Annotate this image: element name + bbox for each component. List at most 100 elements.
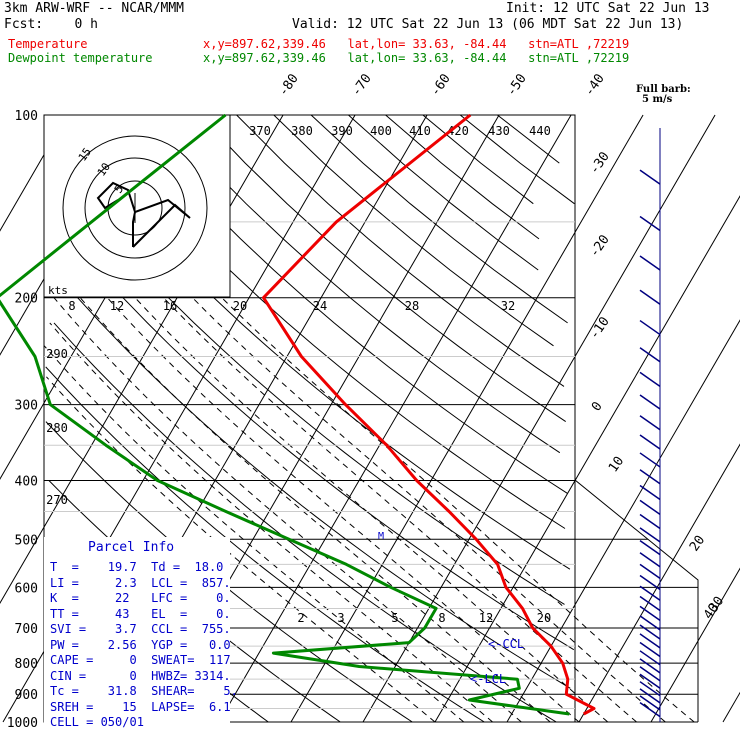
- dry-adiabat: [198, 114, 566, 423]
- theta-label: 440: [529, 124, 551, 138]
- parcel-info-row: CIN = 0 HWBZ= 3314.: [50, 668, 231, 683]
- wind-barb: [639, 650, 661, 666]
- theta-label: 430: [488, 124, 510, 138]
- theta-label: 290: [46, 347, 68, 361]
- temperature-profile: [262, 113, 596, 716]
- wind-barb: [639, 289, 661, 305]
- wind-barb: [639, 681, 661, 697]
- pressure-tick-label: 100: [15, 109, 38, 124]
- parcel-info-row: SVI = 3.7 CCL = 755.: [50, 622, 231, 636]
- parcel-info-title: Parcel Info: [88, 540, 175, 555]
- dry-adiabat: [459, 114, 575, 205]
- moist-adiabat: [221, 297, 695, 723]
- moist-adiabat: [192, 297, 666, 723]
- wind-barb: [639, 319, 661, 336]
- pressure-tick-label: 1000: [7, 716, 38, 731]
- dry-adiabat: [45, 366, 485, 723]
- theta-label: 270: [46, 493, 68, 507]
- wind-barb: [639, 452, 661, 468]
- moist-adiabat: [46, 376, 436, 723]
- isotherm-line: [650, 567, 740, 723]
- hodograph-ring-label: 15: [76, 145, 94, 163]
- lcl-marker: <-LCL: [470, 672, 507, 686]
- wind-barb: [639, 215, 661, 232]
- moist-adiabat: [106, 297, 580, 723]
- wind-barb: [639, 347, 661, 363]
- wind-barb: [639, 695, 661, 711]
- pressure-tick-label: 800: [15, 657, 38, 672]
- wind-barb: [639, 394, 661, 410]
- parcel-info-row: CELL = 050/01: [50, 715, 144, 729]
- wind-barb: [639, 552, 661, 568]
- isotherm-label: -40: [582, 71, 608, 99]
- theta-label: 280: [46, 421, 68, 435]
- wind-barb: [639, 688, 661, 704]
- wind-barb: [639, 563, 661, 580]
- dry-adiabat: [385, 114, 540, 240]
- isotherm-label: -10: [587, 314, 613, 342]
- isotherm-label: -20: [587, 232, 613, 260]
- dry-adiabat: [69, 238, 575, 651]
- theta-label: 410: [409, 124, 431, 138]
- isotherm-label: 10: [606, 454, 627, 475]
- wind-barb: [639, 527, 661, 543]
- wind-barb: [639, 540, 661, 556]
- pressure-tick-label: 600: [15, 581, 38, 596]
- wind-barb: [639, 499, 661, 516]
- isotherm-label: 40: [701, 601, 722, 622]
- hodograph-panel: [43, 114, 231, 298]
- isotherm-line: [434, 195, 740, 723]
- wind-barb: [639, 484, 661, 501]
- wind-barb: [639, 574, 661, 591]
- dewpoint-profile: [0, 113, 570, 716]
- mixing-ratio-label: 12: [479, 611, 493, 625]
- legend-temperature-label: Temperature: [8, 37, 88, 51]
- hodograph-units: kts: [48, 284, 68, 297]
- mixing-ratio-label: 20: [537, 611, 551, 625]
- barb-legend-line2: 5 m/s: [642, 94, 673, 105]
- m-marker: M: [378, 531, 385, 542]
- barb-legend-line1: Full barb:: [636, 84, 691, 95]
- moist-adiabat: [49, 322, 493, 723]
- mixing-ratio-label: 3: [337, 611, 344, 625]
- wind-barb: [639, 255, 661, 271]
- hodograph-ring: [62, 135, 208, 281]
- wind-barb: [639, 624, 661, 640]
- legend-temperature-info: x,y=897.62,339.46 lat,lon= 33.63, -84.44…: [203, 37, 630, 51]
- dry-adiabat: [48, 162, 565, 605]
- isotherm-label: -60: [428, 71, 454, 99]
- isotherm-line: [362, 114, 716, 723]
- dry-adiabat: [45, 421, 413, 723]
- pressure-tick-label: 900: [15, 688, 38, 703]
- theta-label: 400: [370, 124, 392, 138]
- wind-barb: [639, 658, 661, 674]
- hodograph-trace: [132, 198, 191, 248]
- parcel-info-row: LI = 2.3 LCL = 857.: [50, 575, 231, 590]
- parcel-info-row: PW = 2.56 YGP = 0.0: [50, 637, 231, 652]
- dry-adiabat: [422, 114, 534, 205]
- hodograph-ring: [84, 157, 186, 259]
- isotherm-line: [506, 319, 740, 723]
- pressure-tick-label: 300: [15, 399, 38, 414]
- parcel-info-row: TT = 43 EL = 0.: [50, 606, 231, 621]
- isotherm-label: -50: [504, 71, 530, 99]
- dry-adiabat: [273, 114, 554, 347]
- isotherm-line: [0, 114, 68, 232]
- mixing-ratio-label: 32: [501, 299, 515, 313]
- model-title: 3km ARW-WRF -- NCAR/MMM: [4, 1, 185, 16]
- theta-label: 370: [249, 124, 271, 138]
- parcel-info-row: CAPE = 0 SWEAT= 117: [50, 653, 231, 667]
- legend-dewpoint-info: x,y=897.62,339.46 lat,lon= 33.63, -84.44…: [203, 51, 630, 65]
- wind-barb: [639, 605, 661, 621]
- isotherm-label: -70: [349, 71, 375, 99]
- isotherm-line: [722, 691, 740, 723]
- isotherm-label: 20: [687, 533, 708, 554]
- wind-barbs: [639, 128, 661, 722]
- wind-barb: [639, 415, 661, 431]
- mixing-ratio-label: 12: [110, 299, 124, 313]
- pressure-tick-label: 700: [15, 622, 38, 637]
- mixing-ratio-label: 24: [313, 299, 327, 313]
- frame-edge: [574, 115, 699, 722]
